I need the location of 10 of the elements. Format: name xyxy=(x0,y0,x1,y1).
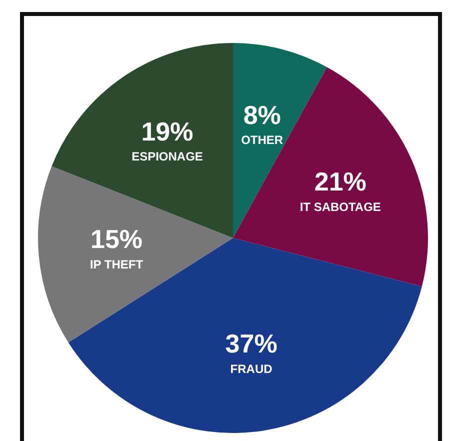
data-label: 8% xyxy=(243,100,281,130)
data-label: 15% xyxy=(90,224,143,254)
slice-label: OTHER xyxy=(241,132,284,147)
slice-label: IP THEFT xyxy=(90,257,144,272)
slice-label: ESPIONAGE xyxy=(132,150,203,164)
data-label: 37% xyxy=(225,328,278,359)
data-label: 19% xyxy=(141,116,194,146)
slice-label: IT SABOTAGE xyxy=(300,200,381,214)
data-label: 21% xyxy=(314,166,366,197)
slice-label: FRAUD xyxy=(230,362,273,376)
